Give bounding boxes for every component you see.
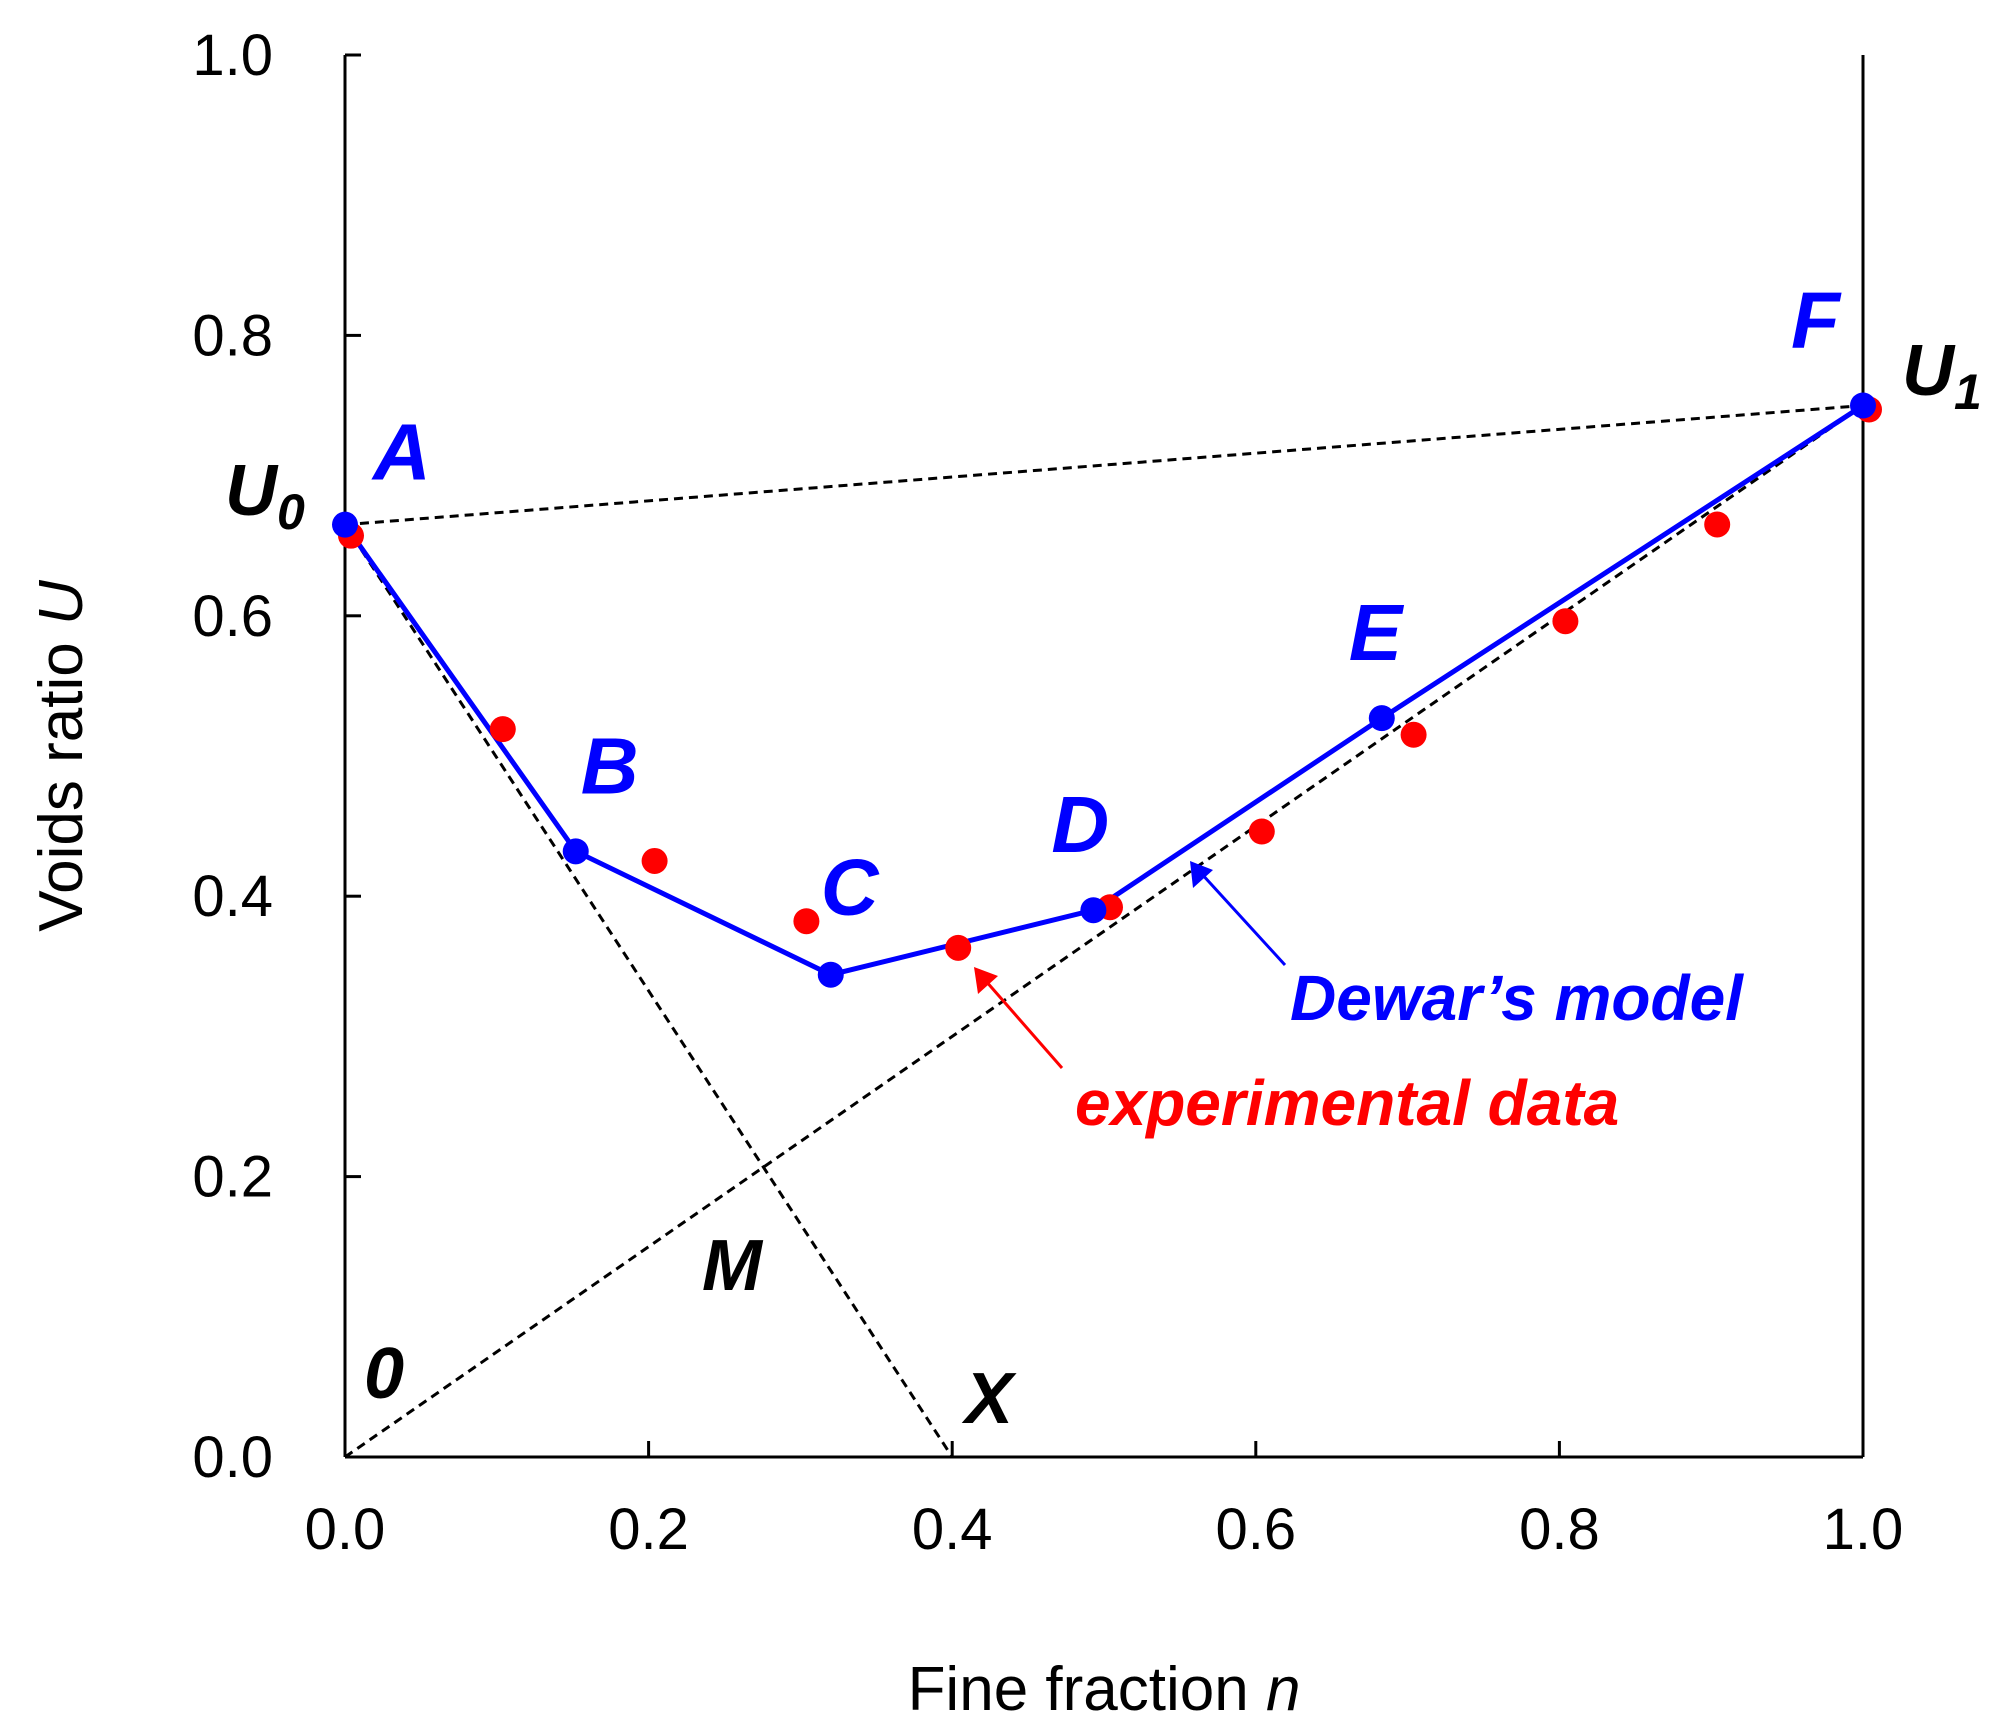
model-point-b <box>562 838 589 865</box>
reference-line <box>343 523 954 1458</box>
reference-line <box>344 404 1864 1459</box>
y-tick-label: 0.6 <box>192 584 273 649</box>
model-legend-label: Dewar’s model <box>1290 962 1744 1034</box>
y-tick-label: 0.0 <box>192 1425 273 1490</box>
model-point-a <box>332 511 358 538</box>
model-point-label-a: A <box>371 408 431 497</box>
experimental-point <box>1400 721 1427 748</box>
u0-label: U0 <box>225 451 305 540</box>
model-point-c <box>817 961 844 988</box>
dewar-model-series <box>342 403 1865 978</box>
experimental-point <box>489 716 516 743</box>
model-point-f <box>1850 392 1876 419</box>
model-point-d <box>1080 897 1107 924</box>
y-tick-label: 0.4 <box>192 864 273 929</box>
model-point-label-d: D <box>1051 780 1109 869</box>
y-tick-label: 1.0 <box>192 23 273 88</box>
m-label: M <box>702 1226 764 1306</box>
model-point-e <box>1368 705 1395 732</box>
experimental-point <box>1248 818 1275 845</box>
x-tick-label: 0.2 <box>608 1497 689 1562</box>
model-arrow-head <box>1190 861 1213 888</box>
model-point-label-c: C <box>821 843 880 932</box>
y-tick-label: 0.8 <box>192 303 273 368</box>
reference-line <box>344 404 1864 527</box>
y-axis-variable: U <box>27 579 96 625</box>
x-axis-label: Fine fraction <box>908 1655 1249 1724</box>
u1-label-main: U <box>1902 331 1956 411</box>
experimental-point <box>1552 608 1579 635</box>
u0-label-main: U <box>225 451 279 531</box>
y-axis-title: Voids ratio U <box>27 579 96 932</box>
experimental-point <box>945 934 972 961</box>
experimental-point <box>793 908 820 935</box>
x-tick-label: 0.8 <box>1519 1497 1600 1562</box>
data-arrow-shaft <box>983 979 1064 1069</box>
u1-label-sub: 1 <box>1954 364 1982 420</box>
experimental-point <box>1704 511 1731 538</box>
x-tick-label: 0.4 <box>912 1497 993 1562</box>
model-point-label-b: B <box>581 721 639 810</box>
dewar-model-line <box>342 403 1865 978</box>
data-legend-label: experimental data <box>1075 1067 1619 1139</box>
reference-lines <box>343 404 1864 1459</box>
x-tick-label: 0.0 <box>305 1497 386 1562</box>
x-axis-title: Fine fraction n <box>908 1655 1301 1724</box>
experimental-data-series <box>338 396 1882 961</box>
x-tick-label: 1.0 <box>1823 1497 1904 1562</box>
model-point-label-f: F <box>1791 276 1842 365</box>
model-point-label-e: E <box>1349 588 1405 677</box>
y-axis-label: Voids ratio <box>27 642 96 932</box>
axis-ticks: 0.0 0.2 0.4 0.6 0.8 1.0 0.0 0.2 0.4 0.6 0.8 1.0 <box>192 23 1903 1562</box>
dewar-model-points: A B C D E F <box>332 276 1876 988</box>
x-tick-label: 0.6 <box>1215 1497 1296 1562</box>
experimental-point <box>641 847 668 874</box>
model-arrow-shaft <box>1198 870 1287 967</box>
u0-label-sub: 0 <box>277 484 305 540</box>
u1-label: U1 <box>1902 331 1982 420</box>
y-tick-label: 0.2 <box>192 1145 273 1210</box>
x-label: X <box>961 1359 1017 1439</box>
data-arrow-head <box>974 967 998 994</box>
origin-label: 0 <box>364 1334 404 1414</box>
x-axis-variable: n <box>1266 1655 1300 1724</box>
